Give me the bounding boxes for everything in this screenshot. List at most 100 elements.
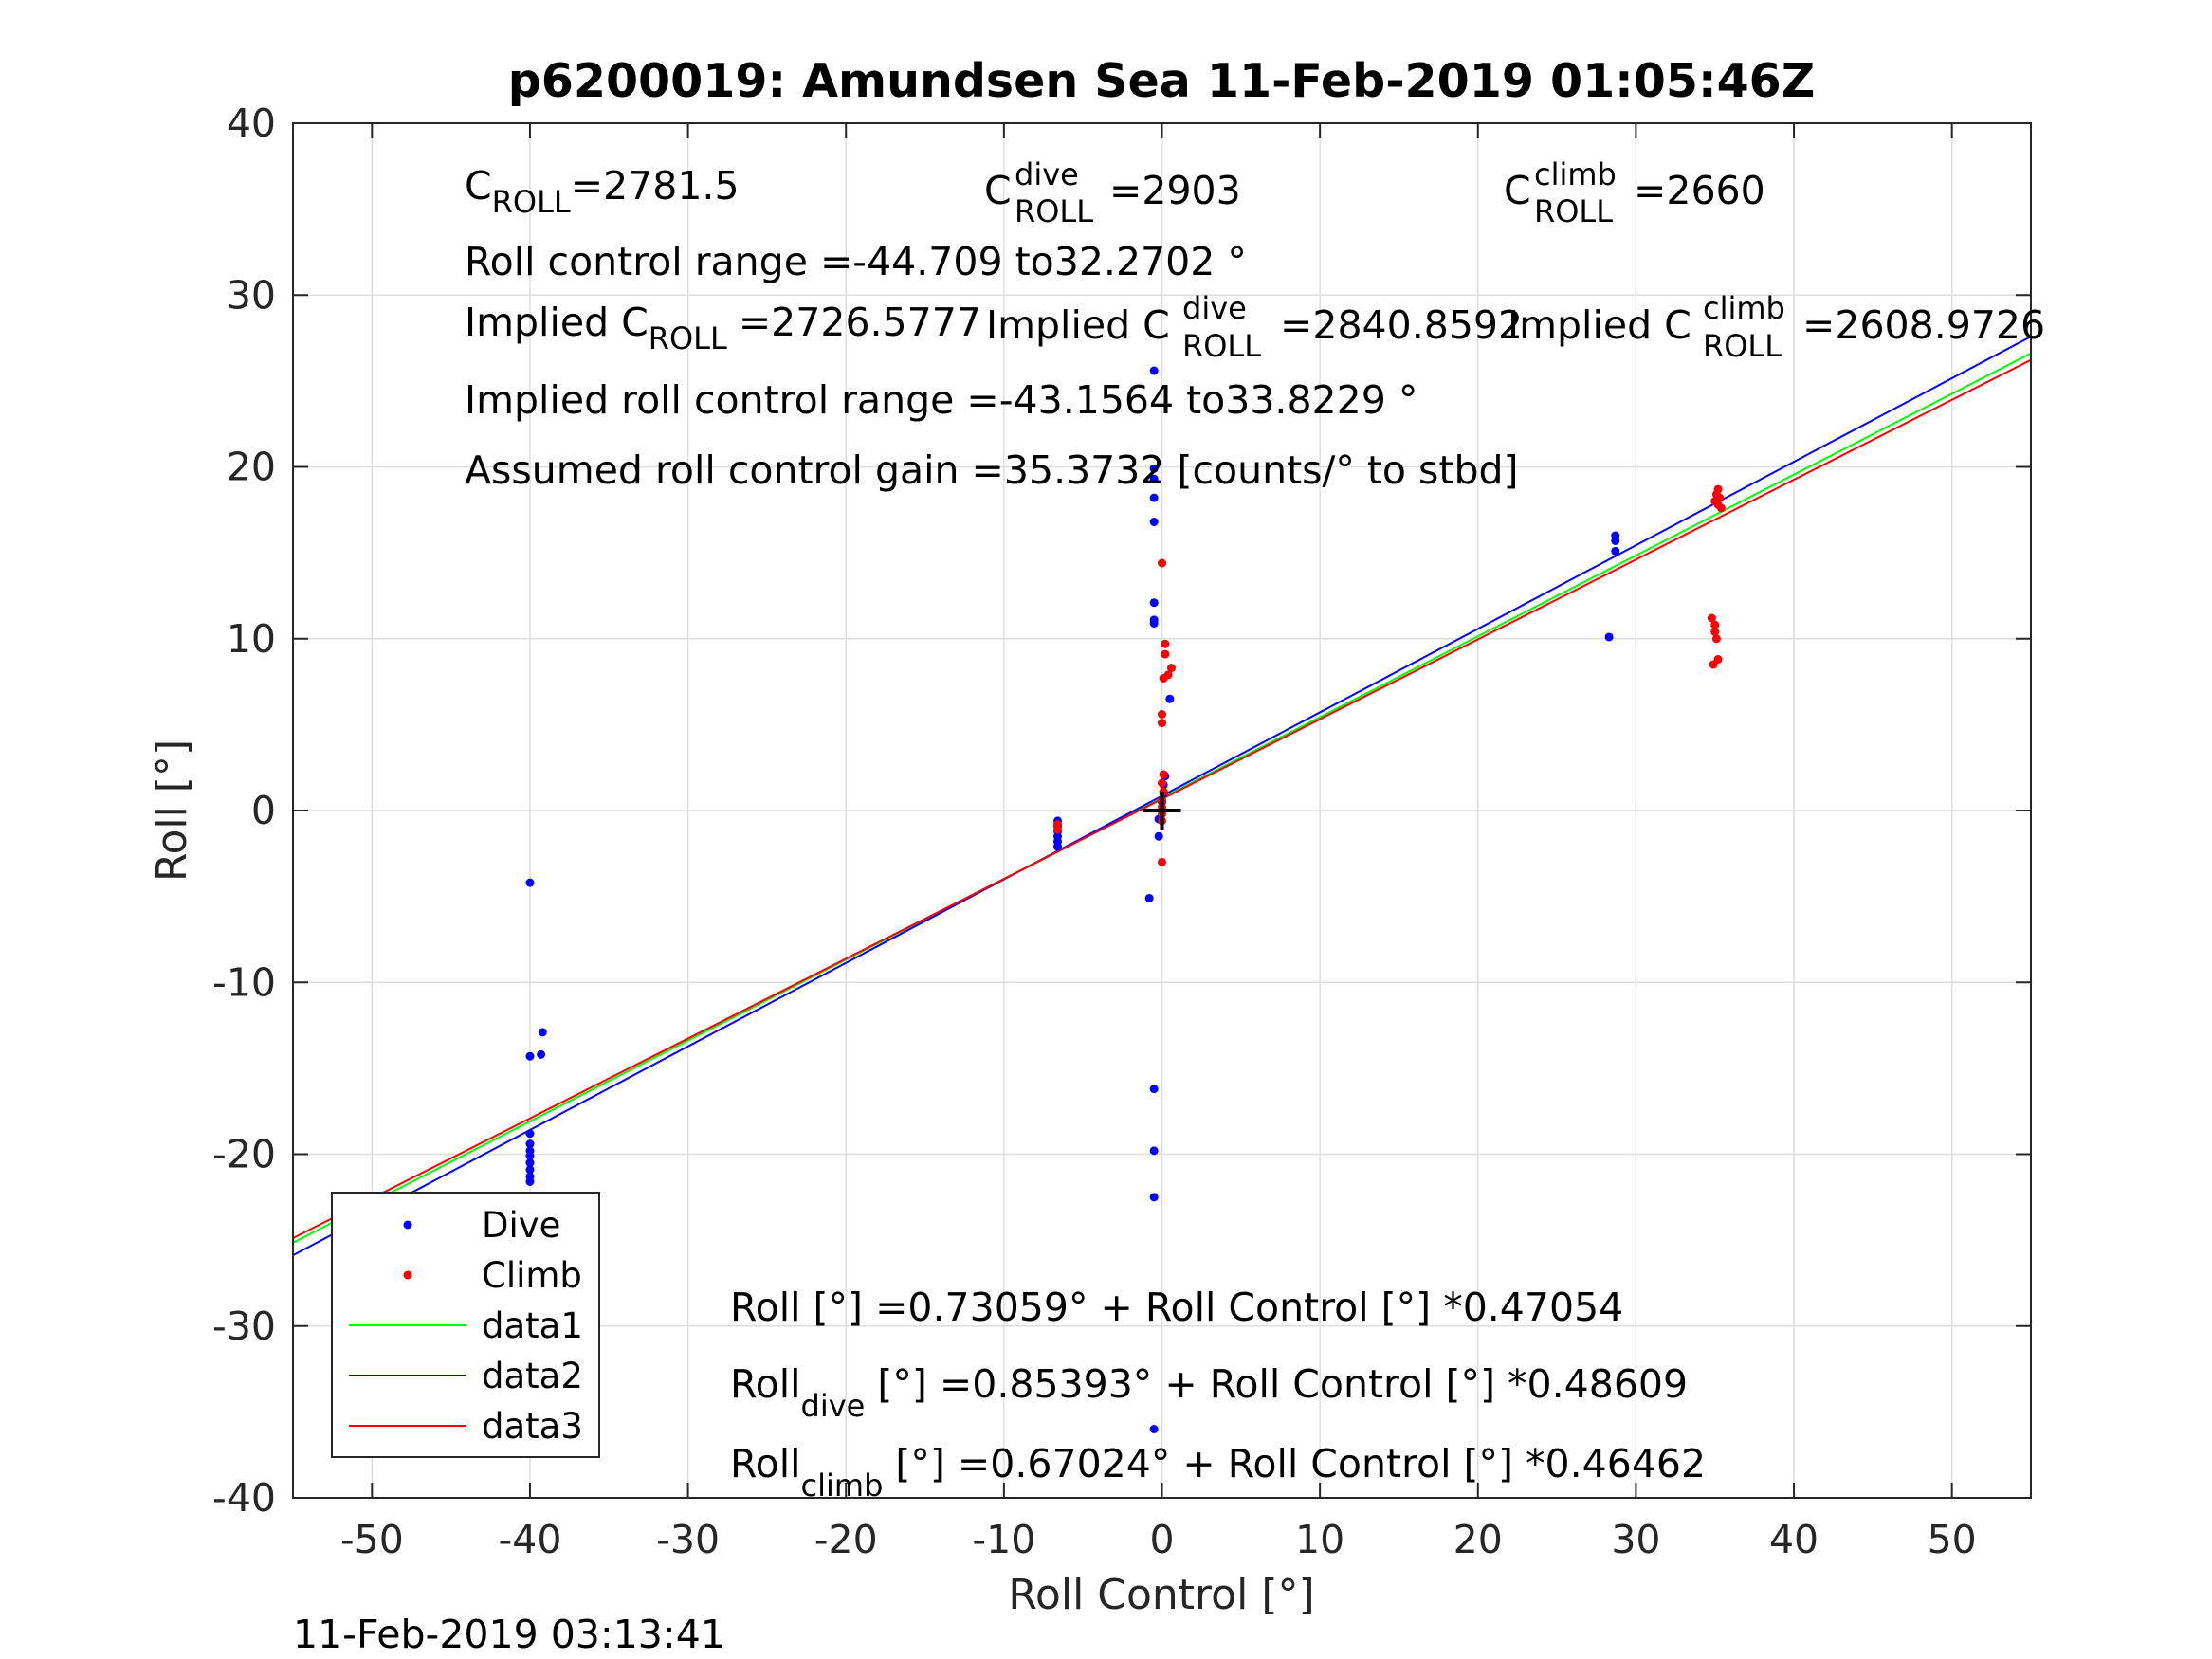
x-tick-label: -50 [340,1517,404,1562]
dive-point [1611,546,1620,556]
legend-label-data1: data1 [482,1305,583,1346]
svg-text:=2840.8592: =2840.8592 [1280,302,1523,348]
y-tick-label: -10 [212,959,276,1005]
dive-point [525,878,535,887]
axes-box [292,122,2032,1499]
dive-point [1149,464,1159,473]
svg-text:climb: climb [1534,156,1617,192]
svg-text:dive: dive [1015,156,1079,192]
y-tick-label: 20 [227,445,276,490]
chart-title: p6200019: Amundsen Sea 11-Feb-2019 01:05… [508,54,1816,108]
dive-point [525,1177,535,1186]
dive-point [1165,694,1175,703]
dive-point [525,1158,535,1168]
climb-point [1161,649,1170,659]
implied-c-roll-climb-annotation: Implied C climb ROLL =2608.9726 [1508,290,2045,364]
climb-point [1159,673,1168,683]
fit-equation-climb: Rollclimb [°] =0.67024° + Roll Control [… [730,1441,1706,1504]
dive-point [1149,1425,1159,1433]
climb-point [1053,825,1063,834]
c-roll-annotation: CROLL=2781.5 [465,163,740,220]
dive-point [538,1028,547,1037]
y-axis-ticks: -40 -30 -20 -10 0 10 20 30 40 [212,100,2031,1521]
legend: Dive Climb data1 data2 data3 [331,1192,600,1458]
x-axis-ticks: -50 -40 -30 -20 -10 0 10 20 30 40 50 [340,123,1977,1562]
gain-annotation: Assumed roll control gain =35.3732 [coun… [465,447,1519,493]
dive-point [525,1139,535,1149]
x-tick-label: 30 [1611,1517,1660,1562]
dive-point [1149,1193,1159,1202]
svg-text:C: C [984,168,1012,213]
svg-text:Implied C: Implied C [986,302,1170,348]
climb-point [1158,778,1166,788]
svg-text:C: C [1504,168,1531,213]
legend-label-climb: Climb [482,1255,582,1296]
climb-point [1158,710,1166,719]
svg-text:climb: climb [1703,290,1785,326]
fit-equation-all: Roll [°] =0.73059° + Roll Control [°] *0… [730,1285,1623,1330]
legend-swatch-climb [403,1270,412,1280]
climb-point [1710,628,1720,636]
c-roll-dive-annotation: C dive ROLL =2903 [984,156,1241,229]
implied-range-annotation: Implied roll control range =-43.1564 to3… [465,377,1417,423]
dive-point [1611,531,1620,540]
svg-text:ROLL: ROLL [1015,193,1093,229]
x-tick-label: 20 [1453,1517,1503,1562]
dive-point [525,1151,535,1160]
y-tick-label: 30 [227,272,276,318]
dive-point [1154,831,1163,841]
dive-point [525,1051,535,1061]
svg-text:Implied C: Implied C [1508,302,1691,348]
climb-point [1158,719,1166,728]
dive-point [1149,518,1159,526]
climb-point [1711,634,1721,644]
dive-point [1149,366,1159,375]
fit-equation-dive: Rolldive [°] =0.85393° + Roll Control [°… [730,1361,1688,1424]
x-tick-label: 50 [1928,1517,1977,1562]
dive-point [1144,893,1154,902]
implied-c-roll-dive-annotation: Implied C dive ROLL =2840.8592 [986,290,1523,364]
svg-text:=2660: =2660 [1634,168,1765,213]
dive-point [1149,618,1159,628]
y-tick-label: 0 [251,788,276,833]
svg-text:ROLL: ROLL [1703,328,1782,364]
origin-marker [1143,792,1181,830]
svg-text:dive: dive [1182,290,1247,326]
y-tick-label: 10 [227,616,276,662]
climb-point [1159,770,1168,779]
roll-range-annotation: Roll control range =-44.709 to32.2702 ° [465,239,1247,284]
climb-point [1161,639,1170,648]
x-tick-label: 10 [1295,1517,1344,1562]
dive-point [525,1165,535,1175]
climb-point [1709,660,1718,669]
x-tick-label: -40 [498,1517,561,1562]
svg-text:=2608.9726: =2608.9726 [1802,302,2045,348]
climb-point [1166,664,1176,673]
climb-point [1710,620,1720,629]
dive-point [1149,1146,1159,1156]
climb-point [1158,558,1166,568]
x-tick-label: 0 [1149,1517,1174,1562]
x-axis-label: Roll Control [°] [1008,1571,1314,1619]
dive-point [1149,598,1159,608]
y-axis-label: Roll [°] [148,739,196,882]
x-tick-label: 40 [1769,1517,1819,1562]
legend-label-data2: data2 [482,1356,583,1396]
y-tick-label: -20 [212,1132,276,1177]
legend-label-dive: Dive [482,1205,560,1246]
dive-point [537,1049,546,1059]
climb-point [1158,857,1166,866]
dive-point [1053,842,1063,851]
dive-point [1604,632,1614,642]
legend-label-data3: data3 [482,1406,583,1447]
legend-swatch-dive [403,1220,412,1230]
data-points [525,366,1726,1433]
x-tick-label: -10 [972,1517,1035,1562]
svg-text:=2903: =2903 [1109,168,1241,213]
y-tick-label: -40 [212,1475,276,1521]
x-tick-label: -20 [814,1517,878,1562]
svg-text:ROLL: ROLL [1182,328,1261,364]
dive-point [1149,1085,1159,1094]
climb-point [1707,613,1716,623]
